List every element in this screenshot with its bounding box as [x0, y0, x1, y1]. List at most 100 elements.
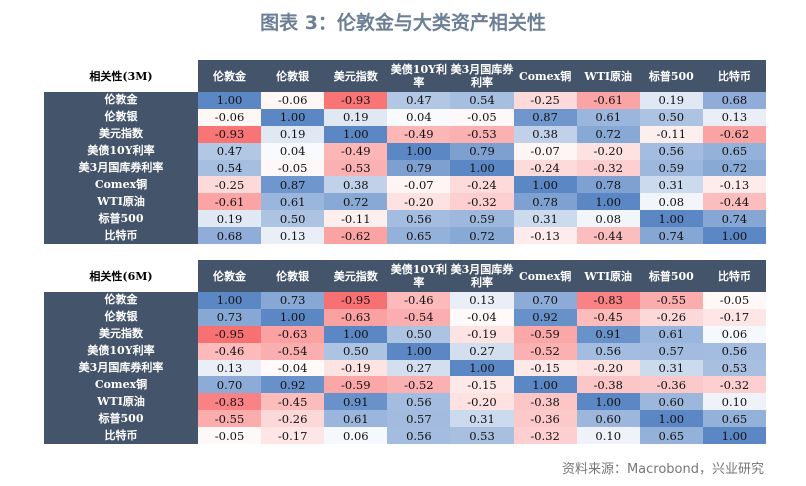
- table-row: WTI原油 -0.83 -0.45 0.91 0.56 -0.20 -0.38 1.00 0.6…: [44, 393, 766, 411]
- correlation-cell: 0.68: [702, 92, 766, 109]
- correlation-cell: 1.00: [702, 227, 766, 245]
- correlation-cell: 0.50: [324, 342, 388, 360]
- correlation-cell: 0.59: [450, 210, 514, 228]
- correlation-cell: -0.59: [324, 376, 388, 394]
- table-row: Comex铜 -0.25 0.87 0.38 -0.07 -0.24 1.00 0.78 0.3…: [44, 176, 766, 194]
- correlation-cell: -0.59: [513, 325, 577, 343]
- correlation-cell: 0.72: [576, 125, 640, 143]
- correlation-cell: 1.00: [387, 142, 451, 160]
- correlation-cell: -0.63: [261, 325, 325, 343]
- column-header: WTI原油: [576, 60, 640, 92]
- correlation-cell: 0.87: [261, 176, 325, 194]
- table-row: 伦敦金 1.00 -0.06 -0.93 0.47 0.54 -0.25 -0.61 0.19 0…: [44, 92, 766, 109]
- correlation-cell: 0.74: [702, 210, 766, 228]
- correlation-cell: 0.73: [198, 308, 262, 326]
- correlation-cell: 0.61: [639, 325, 703, 343]
- correlation-cell: 0.31: [639, 176, 703, 194]
- correlation-cell: -0.54: [387, 308, 451, 326]
- correlation-cell: -0.07: [387, 176, 451, 194]
- correlation-cell: 0.72: [702, 159, 766, 177]
- correlation-cell: -0.20: [576, 142, 640, 160]
- correlation-cell: -0.05: [702, 292, 766, 309]
- correlation-cell: -0.45: [261, 393, 325, 411]
- table-row: WTI原油 -0.61 0.61 0.72 -0.20 -0.32 0.78 1.00 0.08…: [44, 193, 766, 211]
- column-header: 比特币: [702, 260, 766, 292]
- correlation-cell: 0.68: [198, 227, 262, 245]
- correlation-cell: 1.00: [387, 342, 451, 360]
- correlation-cell: 0.60: [639, 393, 703, 411]
- column-header: 美3月国库券利率: [450, 60, 514, 92]
- correlation-cell: -0.46: [198, 342, 262, 360]
- table-row: 美3月国库券利率 0.54 -0.05 -0.53 0.79 1.00 -0.24 -0.32…: [44, 159, 766, 177]
- correlation-cell: -0.36: [639, 376, 703, 394]
- correlation-cell: -0.93: [198, 125, 262, 143]
- correlation-cell: 1.00: [576, 393, 640, 411]
- correlation-cell: 1.00: [324, 325, 388, 343]
- correlation-table-6m: 相关性(6M) 伦敦金 伦敦银 美元指数 美债10Y利率 美3月国库券利率 Comex铜 WT…: [44, 260, 766, 445]
- correlation-cell: 0.56: [387, 393, 451, 411]
- column-header: 标普500: [639, 60, 703, 92]
- correlation-cell: 0.27: [387, 359, 451, 377]
- row-header: WTI原油: [44, 393, 198, 411]
- column-header: 伦敦金: [198, 60, 262, 92]
- correlation-cell: -0.53: [450, 125, 514, 143]
- correlation-cell: -0.11: [324, 210, 388, 228]
- correlation-cell: 0.72: [450, 227, 514, 245]
- correlation-cell: 0.31: [639, 359, 703, 377]
- correlation-cell: -0.93: [324, 92, 388, 109]
- table-row: 标普500 0.19 0.50 -0.11 0.56 0.59 0.31 0.08 1.00 0.…: [44, 210, 766, 228]
- table-title: 相关性(6M): [44, 260, 198, 292]
- row-header: 伦敦金: [44, 92, 198, 109]
- correlation-cell: 0.47: [198, 142, 262, 160]
- correlation-cell: 1.00: [450, 359, 514, 377]
- correlation-cell: 1.00: [576, 193, 640, 211]
- table-row: 美元指数 -0.93 0.19 1.00 -0.49 -0.53 0.38 0.72 -0.11…: [44, 125, 766, 143]
- correlation-cell: 1.00: [702, 427, 766, 445]
- table-row: 美3月国库券利率 0.13 -0.04 -0.19 0.27 1.00 -0.15 -0.20…: [44, 359, 766, 377]
- correlation-cell: -0.95: [324, 292, 388, 309]
- correlation-cell: -0.83: [198, 393, 262, 411]
- correlation-cell: -0.38: [513, 393, 577, 411]
- correlation-cell: 0.19: [261, 125, 325, 143]
- column-header: 美元指数: [324, 260, 388, 292]
- correlation-cell: -0.52: [513, 342, 577, 360]
- correlation-cell: 0.50: [639, 108, 703, 126]
- correlation-cell: 0.65: [702, 142, 766, 160]
- correlation-cell: 1.00: [639, 410, 703, 428]
- correlation-cell: -0.52: [387, 376, 451, 394]
- table-row: 美债10Y利率 0.47 0.04 -0.49 1.00 0.79 -0.07 -0.20 0.…: [44, 142, 766, 160]
- table-row: Comex铜 0.70 0.92 -0.59 -0.52 -0.15 1.00 -0.38 -0…: [44, 376, 766, 394]
- correlation-cell: 0.54: [198, 159, 262, 177]
- correlation-cell: 1.00: [261, 308, 325, 326]
- correlation-cell: 0.38: [324, 176, 388, 194]
- correlation-cell: -0.26: [261, 410, 325, 428]
- correlation-cell: 1.00: [261, 108, 325, 126]
- row-header: 美元指数: [44, 325, 198, 343]
- correlation-cell: 0.87: [513, 108, 577, 126]
- correlation-cell: 0.19: [198, 210, 262, 228]
- table-row: 伦敦金 1.00 0.73 -0.95 -0.46 0.13 0.70 -0.83 -0.55-…: [44, 292, 766, 309]
- row-header: 美3月国库券利率: [44, 159, 198, 177]
- correlation-cell: 0.06: [702, 325, 766, 343]
- correlation-cell: 0.13: [261, 227, 325, 245]
- column-header: 伦敦银: [261, 260, 325, 292]
- column-header: Comex铜: [513, 60, 577, 92]
- correlation-cell: 0.56: [387, 210, 451, 228]
- correlation-cell: 0.27: [450, 342, 514, 360]
- correlation-cell: 0.70: [513, 292, 577, 309]
- correlation-cell: -0.45: [576, 308, 640, 326]
- row-header: 标普500: [44, 210, 198, 228]
- correlation-cell: -0.24: [450, 176, 514, 194]
- correlation-cell: 0.54: [450, 92, 514, 109]
- table-row: 伦敦银 -0.06 1.00 0.19 0.04 -0.05 0.87 0.61 0.50 0.1…: [44, 108, 766, 126]
- correlation-cell: -0.20: [450, 393, 514, 411]
- correlation-cell: 0.13: [450, 292, 514, 309]
- correlation-cell: 0.56: [387, 427, 451, 445]
- correlation-cell: -0.15: [450, 376, 514, 394]
- correlation-cell: 0.61: [261, 193, 325, 211]
- column-header: 美元指数: [324, 60, 388, 92]
- correlation-cell: 0.73: [261, 292, 325, 309]
- correlation-cell: 0.91: [576, 325, 640, 343]
- correlation-cell: 0.13: [198, 359, 262, 377]
- column-header: 美债10Y利率: [387, 260, 451, 292]
